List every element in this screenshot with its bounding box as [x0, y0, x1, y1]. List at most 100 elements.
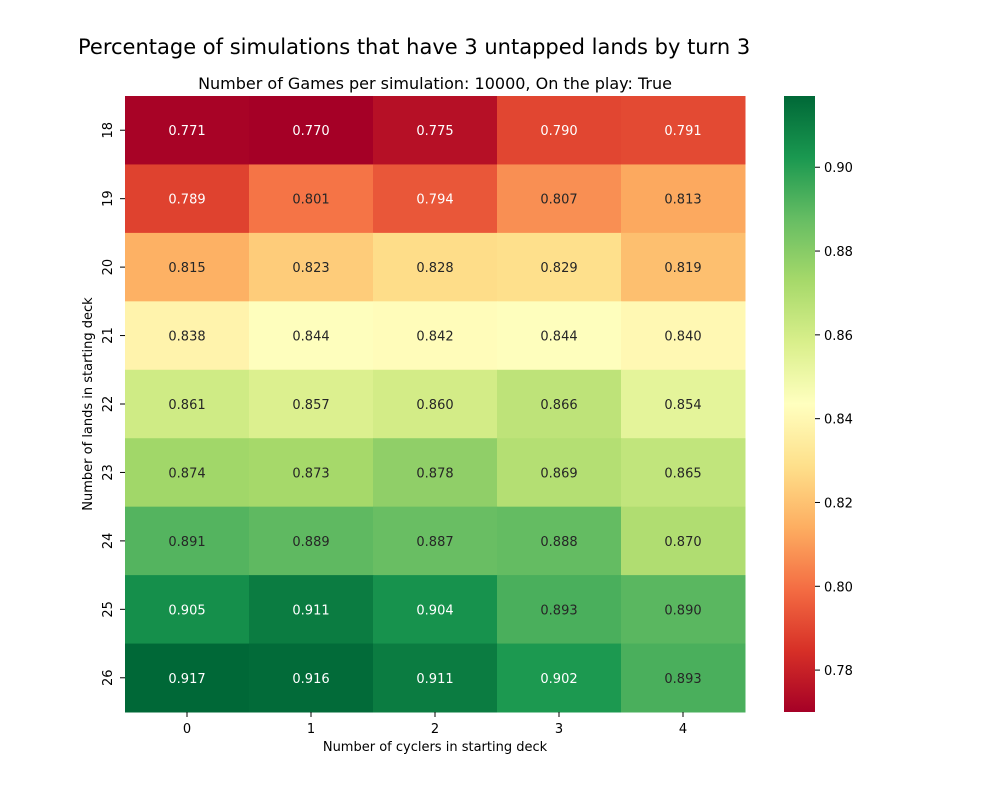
heatmap-cell	[497, 575, 622, 645]
heatmap-cell	[373, 369, 498, 439]
heatmap-cell	[125, 301, 250, 371]
heatmap-cell	[125, 164, 250, 234]
cell-value-label: 0.790	[540, 124, 577, 139]
heatmap-cell	[621, 438, 746, 508]
y-tick-label: 23	[101, 464, 116, 481]
heatmap-cell	[249, 301, 374, 371]
y-tick-label: 21	[101, 327, 116, 344]
cell-value-label: 0.844	[540, 330, 577, 345]
heatmap-cell	[621, 164, 746, 234]
heatmap-cell	[373, 643, 498, 713]
colorbar-tick-label: 0.78	[824, 664, 853, 679]
heatmap-cell	[249, 232, 374, 302]
cell-value-label: 0.771	[168, 124, 205, 139]
heatmap-cell	[125, 232, 250, 302]
heatmap-cell	[249, 96, 374, 165]
cell-value-label: 0.893	[664, 672, 701, 687]
cell-value-label: 0.840	[664, 330, 701, 345]
x-tick-label: 1	[307, 722, 315, 737]
colorbar-tick-label: 0.82	[824, 496, 853, 511]
heatmap-cell	[621, 506, 746, 576]
heatmap-cell	[497, 369, 622, 439]
heatmap-cell	[249, 506, 374, 576]
heatmap-cell	[249, 438, 374, 508]
heatmap-cell	[621, 643, 746, 713]
cell-value-label: 0.770	[292, 124, 329, 139]
colorbar-tick-label: 0.80	[824, 580, 853, 595]
x-tick-label: 4	[679, 722, 687, 737]
y-tick-label: 24	[101, 533, 116, 550]
heatmap-cell	[249, 575, 374, 645]
cell-value-label: 0.861	[168, 398, 205, 413]
y-tick-label: 25	[101, 601, 116, 618]
colorbar-tick-label: 0.84	[824, 413, 853, 428]
cell-value-label: 0.838	[168, 330, 205, 345]
cell-value-label: 0.842	[416, 330, 453, 345]
heatmap-cell	[373, 301, 498, 371]
heatmap-cell	[249, 643, 374, 713]
cell-value-label: 0.911	[292, 603, 329, 618]
cell-value-label: 0.905	[168, 603, 205, 618]
cell-value-label: 0.807	[540, 193, 577, 208]
cell-value-label: 0.911	[416, 672, 453, 687]
y-tick-label: 26	[101, 670, 116, 687]
heatmap-cell	[497, 506, 622, 576]
x-tick-label: 0	[183, 722, 191, 737]
cell-value-label: 0.815	[168, 261, 205, 276]
y-tick-label: 20	[101, 259, 116, 276]
heatmap-cell	[125, 643, 250, 713]
cell-value-label: 0.873	[292, 466, 329, 481]
heatmap-cell	[249, 164, 374, 234]
cell-value-label: 0.813	[664, 193, 701, 208]
cell-value-label: 0.860	[416, 398, 453, 413]
heatmap-cell	[373, 506, 498, 576]
heatmap-cell	[125, 506, 250, 576]
heatmap-cell	[621, 301, 746, 371]
cell-value-label: 0.829	[540, 261, 577, 276]
cell-value-label: 0.823	[292, 261, 329, 276]
y-tick-label: 18	[101, 122, 116, 139]
heatmap-cell	[497, 301, 622, 371]
heatmap-cell	[497, 96, 622, 165]
cell-value-label: 0.854	[664, 398, 701, 413]
cell-value-label: 0.893	[540, 603, 577, 618]
cell-value-label: 0.902	[540, 672, 577, 687]
cell-value-label: 0.891	[168, 535, 205, 550]
cell-value-label: 0.789	[168, 193, 205, 208]
cell-value-label: 0.916	[292, 672, 329, 687]
colorbar-tick-label: 0.90	[824, 161, 853, 176]
x-tick-label: 3	[555, 722, 563, 737]
cell-value-label: 0.775	[416, 124, 453, 139]
heatmap-cell	[621, 575, 746, 645]
colorbar-tick-label: 0.88	[824, 245, 853, 260]
cell-value-label: 0.844	[292, 330, 329, 345]
cell-value-label: 0.887	[416, 535, 453, 550]
heatmap-cell	[373, 96, 498, 165]
y-tick-label: 22	[101, 396, 116, 413]
cell-value-label: 0.878	[416, 466, 453, 481]
cell-value-label: 0.794	[416, 193, 453, 208]
cell-value-label: 0.857	[292, 398, 329, 413]
cell-value-label: 0.874	[168, 466, 205, 481]
colorbar-tick-label: 0.86	[824, 329, 853, 344]
cell-value-label: 0.888	[540, 535, 577, 550]
heatmap-cell	[497, 232, 622, 302]
cell-value-label: 0.801	[292, 193, 329, 208]
heatmap-cells: 0.771 0.770 0.775 0.790 0.791 0.789 0.801 0.794…	[125, 96, 746, 713]
chart-subtitle: Number of Games per simulation: 10000, O…	[198, 74, 672, 93]
cell-value-label: 0.917	[168, 672, 205, 687]
cell-value-label: 0.869	[540, 466, 577, 481]
cell-value-label: 0.791	[664, 124, 701, 139]
heatmap-cell	[621, 369, 746, 439]
x-tick-label: 2	[431, 722, 439, 737]
y-tick-label: 19	[101, 190, 116, 207]
heatmap-cell	[249, 369, 374, 439]
heatmap-cell	[373, 575, 498, 645]
heatmap-cell	[373, 438, 498, 508]
cell-value-label: 0.865	[664, 466, 701, 481]
cell-value-label: 0.870	[664, 535, 701, 550]
heatmap-cell	[621, 232, 746, 302]
colorbar-gradient	[784, 96, 815, 712]
